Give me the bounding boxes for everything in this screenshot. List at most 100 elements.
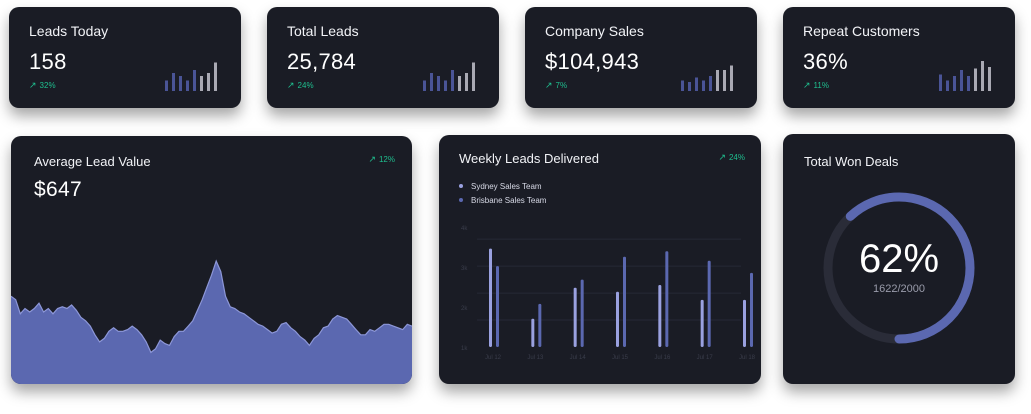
kpi-title: Company Sales xyxy=(545,23,644,39)
sparkbar-chart xyxy=(939,61,991,91)
bar-sydney xyxy=(489,248,492,347)
total-won-deals-card[interactable]: Total Won Deals 62% 1622/2000 xyxy=(783,134,1015,384)
kpi-value: $104,943 xyxy=(545,49,640,74)
sparkbar xyxy=(472,62,475,91)
won-percent: 62% xyxy=(858,237,940,281)
kpi-card-company-sales[interactable]: Company Sales $104,943 ↗ 7% xyxy=(525,7,757,108)
sparkbar xyxy=(451,70,454,91)
bar-sydney xyxy=(531,318,535,347)
trend-up-icon: ↗ xyxy=(29,80,37,90)
legend-dot xyxy=(459,184,463,188)
card-title: Total Won Deals xyxy=(804,154,899,169)
sparkbar xyxy=(709,76,712,91)
x-tick-label: Jul 15 xyxy=(612,355,629,361)
legend-item[interactable]: Sydney Sales Team xyxy=(459,179,546,193)
kpi-title: Repeat Customers xyxy=(803,23,920,39)
kpi-trend: ↗ 11% xyxy=(803,80,829,90)
sparkbar xyxy=(172,73,175,91)
sparkbar-chart xyxy=(423,62,475,91)
won-count: 1622/2000 xyxy=(873,283,925,295)
area-series-line xyxy=(11,259,412,354)
sparkbar xyxy=(967,76,970,91)
sparkbar xyxy=(974,68,977,91)
sparkbar xyxy=(681,80,684,91)
sparkbar xyxy=(458,76,461,91)
bar-sydney xyxy=(700,299,704,347)
trend-up-icon: ↗ xyxy=(368,154,376,164)
area-chart xyxy=(11,259,412,384)
bar-sydney xyxy=(616,291,619,347)
area-series xyxy=(11,261,412,384)
avg-lead-value: $647 xyxy=(34,178,82,201)
bar-sydney xyxy=(658,285,662,347)
bar-chart: 1k 2k 3k 4k Jul 12 Jul 13 Jul 14 Jul 15 Jul 16 Ju… xyxy=(461,226,756,361)
y-tick-label: 3k xyxy=(461,266,468,272)
bar-sydney xyxy=(743,299,746,347)
kpi-title: Total Leads xyxy=(287,23,359,39)
legend-item[interactable]: Brisbane Sales Team xyxy=(459,193,546,207)
bar-brisbane xyxy=(750,272,753,347)
sparkbar xyxy=(430,73,433,91)
sparkbar xyxy=(939,74,942,91)
sparkbar xyxy=(207,73,210,91)
x-tick-label: Jul 16 xyxy=(654,355,671,361)
x-tick-label: Jul 14 xyxy=(570,355,587,361)
sparkbar xyxy=(186,80,189,91)
kpi-trend: ↗ 7% xyxy=(545,80,568,90)
trend-up-icon: ↗ xyxy=(803,80,811,90)
legend-dot xyxy=(459,198,463,202)
sparkbar xyxy=(981,61,984,91)
x-tick-label: Jul 18 xyxy=(739,355,756,361)
bar-brisbane xyxy=(580,279,584,347)
sparkbar xyxy=(723,70,726,91)
sparkbar xyxy=(688,82,691,91)
sparkbar xyxy=(953,76,956,91)
sparkbar xyxy=(730,65,733,91)
kpi-card-leads-today[interactable]: Leads Today 158 ↗ 32% xyxy=(9,7,241,108)
sparkbar xyxy=(702,80,705,91)
sparkbar xyxy=(960,70,963,91)
card-trend: ↗ 12% xyxy=(368,154,395,164)
kpi-title: Leads Today xyxy=(29,23,109,39)
card-trend: ↗ 24% xyxy=(718,152,745,162)
bar-sydney xyxy=(573,287,577,347)
sparkbar xyxy=(465,73,468,91)
sparkbar xyxy=(200,76,203,91)
y-tick-label: 1k xyxy=(461,346,468,352)
trend-up-icon: ↗ xyxy=(287,80,295,90)
y-tick-label: 4k xyxy=(461,226,468,232)
bar-brisbane xyxy=(665,251,669,347)
kpi-trend: ↗ 32% xyxy=(29,80,56,90)
sparkbar xyxy=(193,70,196,91)
sparkbar xyxy=(695,77,698,91)
kpi-card-repeat-customers[interactable]: Repeat Customers 36% ↗ 11% xyxy=(783,7,1015,108)
sparkbar xyxy=(716,70,719,91)
average-lead-value-card[interactable]: Average Lead Value $647 ↗ 12% xyxy=(11,136,412,384)
bar-brisbane xyxy=(538,303,542,347)
chart-legend: Sydney Sales Team Brisbane Sales Team xyxy=(459,179,546,207)
weekly-leads-card[interactable]: Weekly Leads Delivered ↗ 24% Sydney Sales… xyxy=(439,135,761,384)
x-tick-label: Jul 12 xyxy=(485,355,502,361)
sparkbar xyxy=(214,62,217,91)
sparkbar xyxy=(946,80,949,91)
x-tick-label: Jul 17 xyxy=(697,355,714,361)
trend-up-icon: ↗ xyxy=(718,152,726,162)
y-tick-label: 2k xyxy=(461,306,468,312)
sparkbar-chart xyxy=(165,62,217,91)
card-title: Weekly Leads Delivered xyxy=(459,151,599,166)
bar-brisbane xyxy=(707,260,711,347)
sparkbar xyxy=(423,80,426,91)
bar-brisbane xyxy=(496,266,499,347)
bar-brisbane xyxy=(623,256,626,347)
sparkbar xyxy=(437,76,440,91)
card-title: Average Lead Value xyxy=(34,154,151,169)
kpi-value: 25,784 xyxy=(287,49,357,74)
kpi-value: 158 xyxy=(29,49,67,74)
kpi-card-total-leads[interactable]: Total Leads 25,784 ↗ 24% xyxy=(267,7,499,108)
sparkbar xyxy=(444,80,447,91)
sparkbar xyxy=(179,76,182,91)
kpi-trend: ↗ 24% xyxy=(287,80,314,90)
trend-up-icon: ↗ xyxy=(545,80,553,90)
sparkbar xyxy=(165,80,168,91)
x-tick-label: Jul 13 xyxy=(527,355,544,361)
